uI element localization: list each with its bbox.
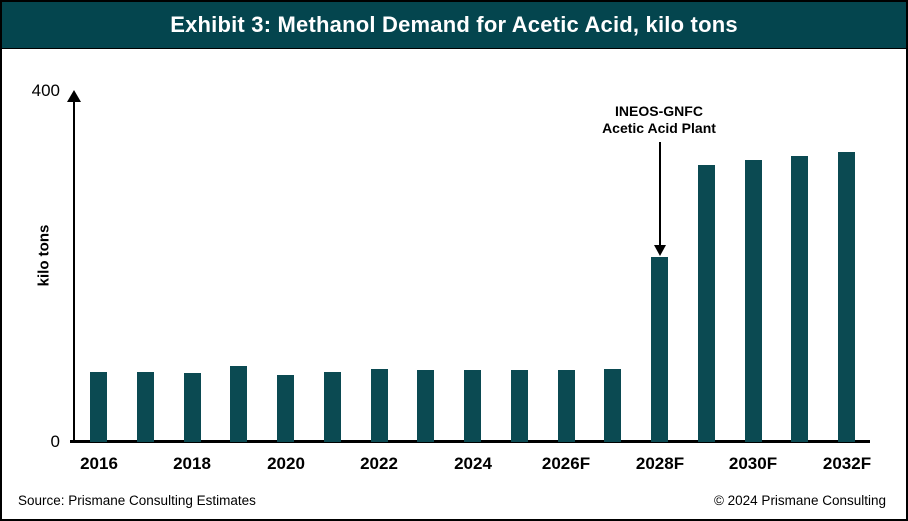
x-tick-label-2024: 2024: [454, 454, 492, 473]
bar-2032F: [838, 152, 855, 442]
x-tick-label-2030F: 2030F: [728, 454, 778, 473]
chart-title-bar: Exhibit 3: Methanol Demand for Acetic Ac…: [2, 2, 906, 49]
bar-2029F: [698, 165, 715, 442]
y-axis-title: kilo tons: [35, 224, 53, 287]
annotation-arrowhead-icon: [654, 245, 666, 256]
bar-2021: [324, 372, 341, 442]
bar-2028F: [651, 257, 668, 442]
bar-2030F: [745, 160, 762, 442]
x-tick-label-2028F: 2028F: [635, 454, 685, 473]
annotation-line-2: Acetic Acid Plant: [602, 120, 716, 136]
x-tick-label-2018: 2018: [173, 454, 211, 473]
x-tick-label-2022: 2022: [360, 454, 398, 473]
y-tick-label-max: 400: [31, 81, 60, 100]
copyright-note: © 2024 Prismane Consulting: [713, 493, 886, 508]
annotation-line-1: INEOS-GNFC: [615, 103, 703, 119]
x-tick-label-2026F: 2026F: [541, 454, 591, 473]
y-axis-line: [73, 100, 75, 442]
bar-2022: [371, 369, 388, 442]
bar-2019: [230, 366, 247, 442]
y-axis-arrowhead-icon: [67, 90, 81, 102]
bar-2023: [417, 370, 434, 442]
annotation-arrow-line: [659, 142, 661, 247]
x-tick-label-2032F: 2032F: [822, 454, 872, 473]
x-tick-label-2016: 2016: [80, 454, 118, 473]
bar-2031F: [791, 156, 808, 442]
bar-2024: [464, 370, 481, 442]
x-tick-label-2020: 2020: [267, 454, 305, 473]
bar-2020: [277, 375, 294, 442]
bar-2018: [184, 373, 201, 442]
bar-2027F: [604, 369, 621, 442]
chart-title: Exhibit 3: Methanol Demand for Acetic Ac…: [170, 12, 738, 37]
bar-2016: [90, 372, 107, 442]
bar-2017: [137, 372, 154, 442]
bar-2025F: [511, 370, 528, 442]
source-note: Source: Prismane Consulting Estimates: [18, 493, 256, 508]
annotation-label: INEOS-GNFC Acetic Acid Plant: [549, 103, 769, 137]
y-tick-label-zero: 0: [50, 432, 60, 451]
bar-2026F: [558, 370, 575, 442]
